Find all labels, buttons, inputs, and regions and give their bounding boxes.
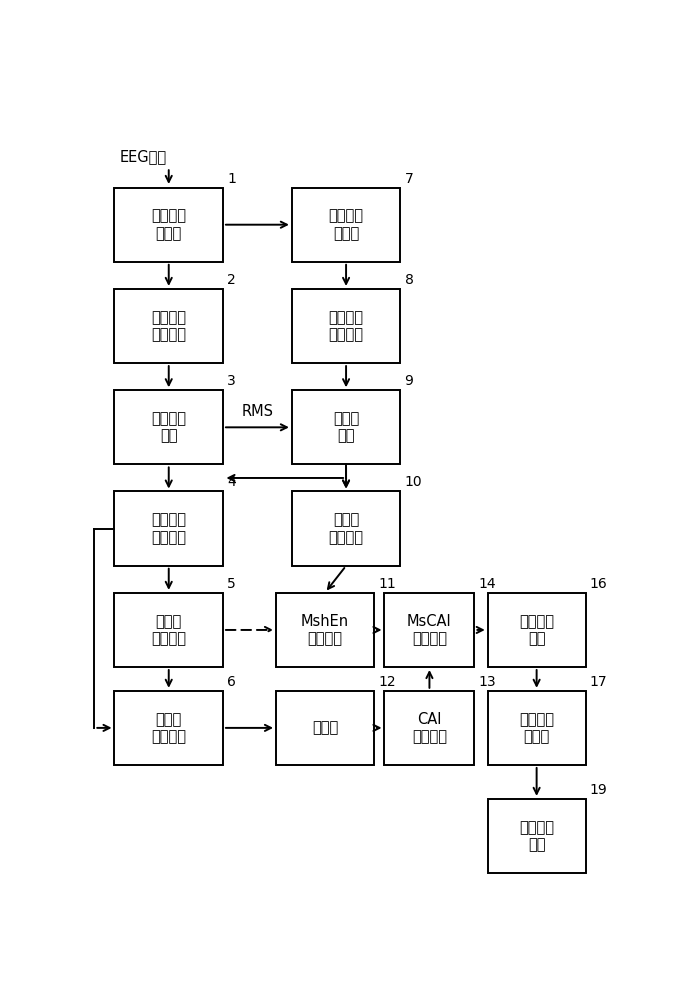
Text: 12: 12 [378, 675, 395, 689]
Text: 功率频谱
计算部分: 功率频谱 计算部分 [151, 512, 186, 545]
Text: 香农熵
计算部分: 香农熵 计算部分 [329, 512, 363, 545]
Text: 19: 19 [590, 783, 608, 797]
Text: RMS: RMS [241, 404, 273, 419]
Bar [115, 188, 223, 262]
Text: 第一时期
划分部分: 第一时期 划分部分 [151, 310, 186, 342]
Text: EEG信号: EEG信号 [120, 150, 167, 165]
Bar [276, 593, 374, 667]
Text: 低频带通
滤波器: 低频带通 滤波器 [151, 208, 186, 241]
Text: 17: 17 [590, 675, 607, 689]
Text: 高频带通
滤波器: 高频带通 滤波器 [329, 208, 363, 241]
Text: 噪音去除
部分: 噪音去除 部分 [151, 411, 186, 444]
Text: 计算器: 计算器 [311, 720, 338, 735]
Text: 1: 1 [227, 172, 236, 186]
Text: 临界值
提取部分: 临界值 提取部分 [151, 712, 186, 744]
Text: 误差去除
部分: 误差去除 部分 [519, 614, 554, 646]
Text: 6: 6 [227, 675, 236, 689]
Bar [276, 691, 374, 765]
Bar [115, 289, 223, 363]
Bar [488, 593, 585, 667]
Bar [488, 691, 585, 765]
Text: 频谱熵
计算部分: 频谱熵 计算部分 [151, 614, 186, 646]
Bar [488, 799, 585, 873]
Text: 10: 10 [404, 475, 422, 489]
Bar [292, 188, 400, 262]
Text: 4: 4 [227, 475, 236, 489]
Text: 11: 11 [378, 577, 396, 591]
Bar [115, 491, 223, 566]
Bar [115, 593, 223, 667]
Text: 3: 3 [227, 374, 236, 388]
Text: MsCAI
提取部分: MsCAI 提取部分 [407, 614, 452, 646]
Text: CAI
提取部分: CAI 提取部分 [412, 712, 447, 744]
Bar [385, 593, 475, 667]
Text: 数据存储
部分: 数据存储 部分 [519, 820, 554, 852]
Bar [292, 491, 400, 566]
Text: 14: 14 [479, 577, 497, 591]
Bar [292, 390, 400, 464]
Bar [115, 691, 223, 765]
Text: 7: 7 [404, 172, 413, 186]
Text: 8: 8 [404, 273, 413, 287]
Text: 正规化
部分: 正规化 部分 [333, 411, 359, 444]
Bar [292, 289, 400, 363]
Text: 第二时期
划分部分: 第二时期 划分部分 [329, 310, 363, 342]
Bar [385, 691, 475, 765]
Text: 9: 9 [404, 374, 413, 388]
Text: MshEn
提取部分: MshEn 提取部分 [301, 614, 349, 646]
Bar [115, 390, 223, 464]
Text: 2: 2 [227, 273, 236, 287]
Text: 屏幕显示
器部分: 屏幕显示 器部分 [519, 712, 554, 744]
Text: 5: 5 [227, 577, 236, 591]
Text: 13: 13 [479, 675, 497, 689]
Text: 16: 16 [590, 577, 608, 591]
